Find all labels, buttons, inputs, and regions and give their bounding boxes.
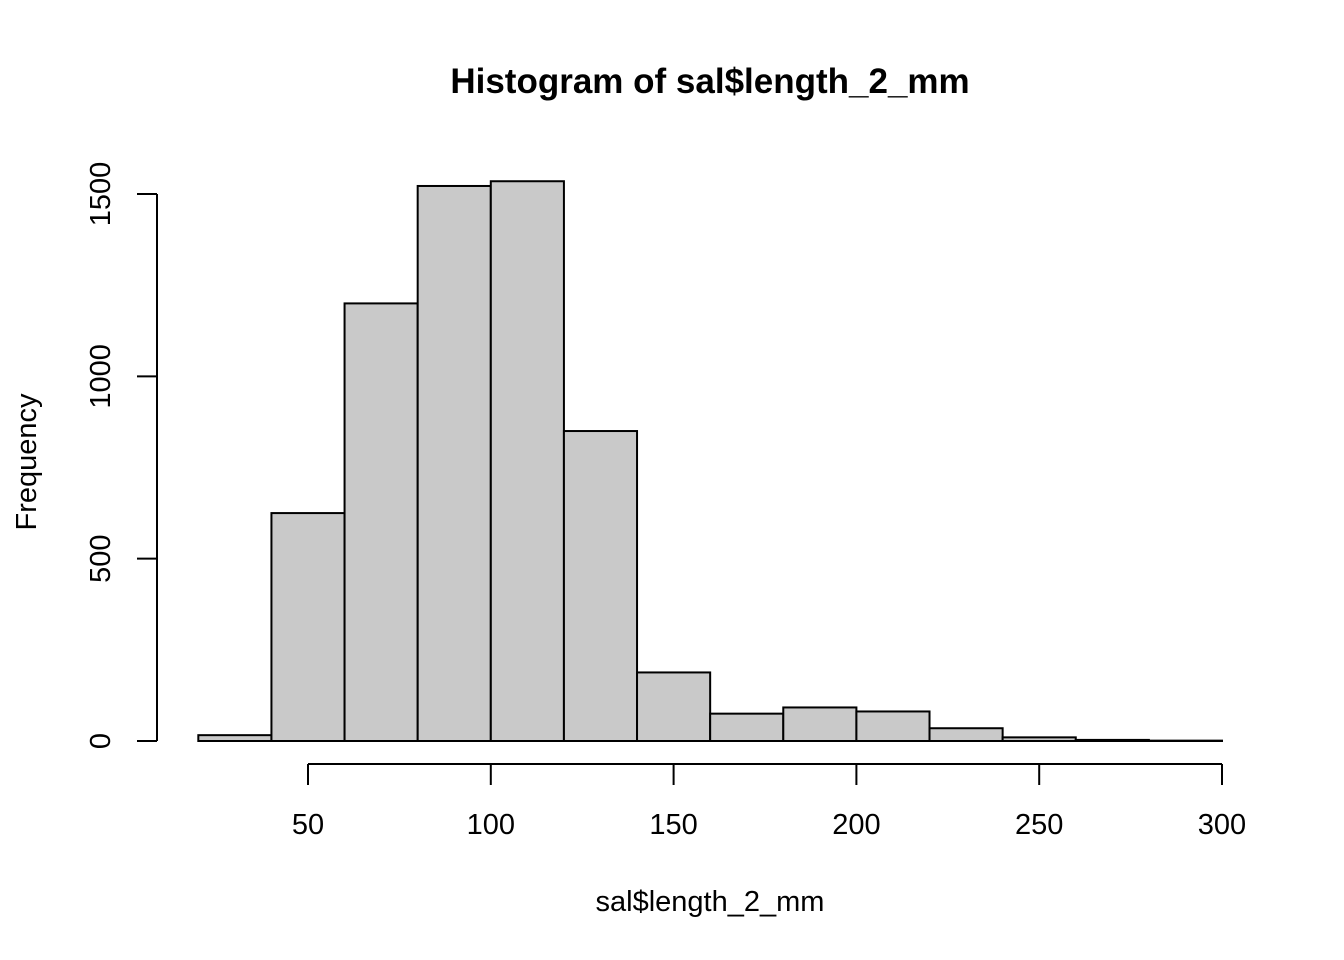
chart-title: Histogram of sal$length_2_mm <box>450 62 969 101</box>
histogram-bar <box>709 712 785 743</box>
histogram-bar <box>1001 736 1077 742</box>
histogram-bar <box>562 430 639 742</box>
y-tick-label: 1500 <box>85 162 117 227</box>
y-tick-label: 0 <box>85 733 117 749</box>
histogram-bar <box>416 184 492 742</box>
histogram-bar <box>855 710 931 742</box>
x-tick-label: 300 <box>1198 809 1246 841</box>
x-tick-label: 50 <box>292 809 324 841</box>
bars-group <box>197 180 1224 743</box>
histogram-bar <box>1074 738 1150 743</box>
y-axis: 0 500 1000 1500 <box>85 162 158 749</box>
y-tick-label: 500 <box>85 534 117 582</box>
histogram-bar <box>636 671 712 743</box>
histogram-bar <box>343 302 419 742</box>
histogram-bar <box>782 706 858 743</box>
x-tick-label: 250 <box>1015 809 1063 841</box>
x-tick-label: 150 <box>649 809 697 841</box>
histogram-bar <box>197 734 273 743</box>
histogram-bar <box>270 512 346 742</box>
x-axis: 50 100 150 200 250 300 <box>292 763 1246 841</box>
y-tick-label: 1000 <box>85 344 117 409</box>
histogram-bar <box>928 727 1004 743</box>
x-axis-label: sal$length_2_mm <box>596 886 825 918</box>
histogram-bar <box>489 180 565 742</box>
x-tick-label: 200 <box>832 809 880 841</box>
y-axis-label: Frequency <box>11 393 43 531</box>
x-tick-label: 100 <box>467 809 515 841</box>
